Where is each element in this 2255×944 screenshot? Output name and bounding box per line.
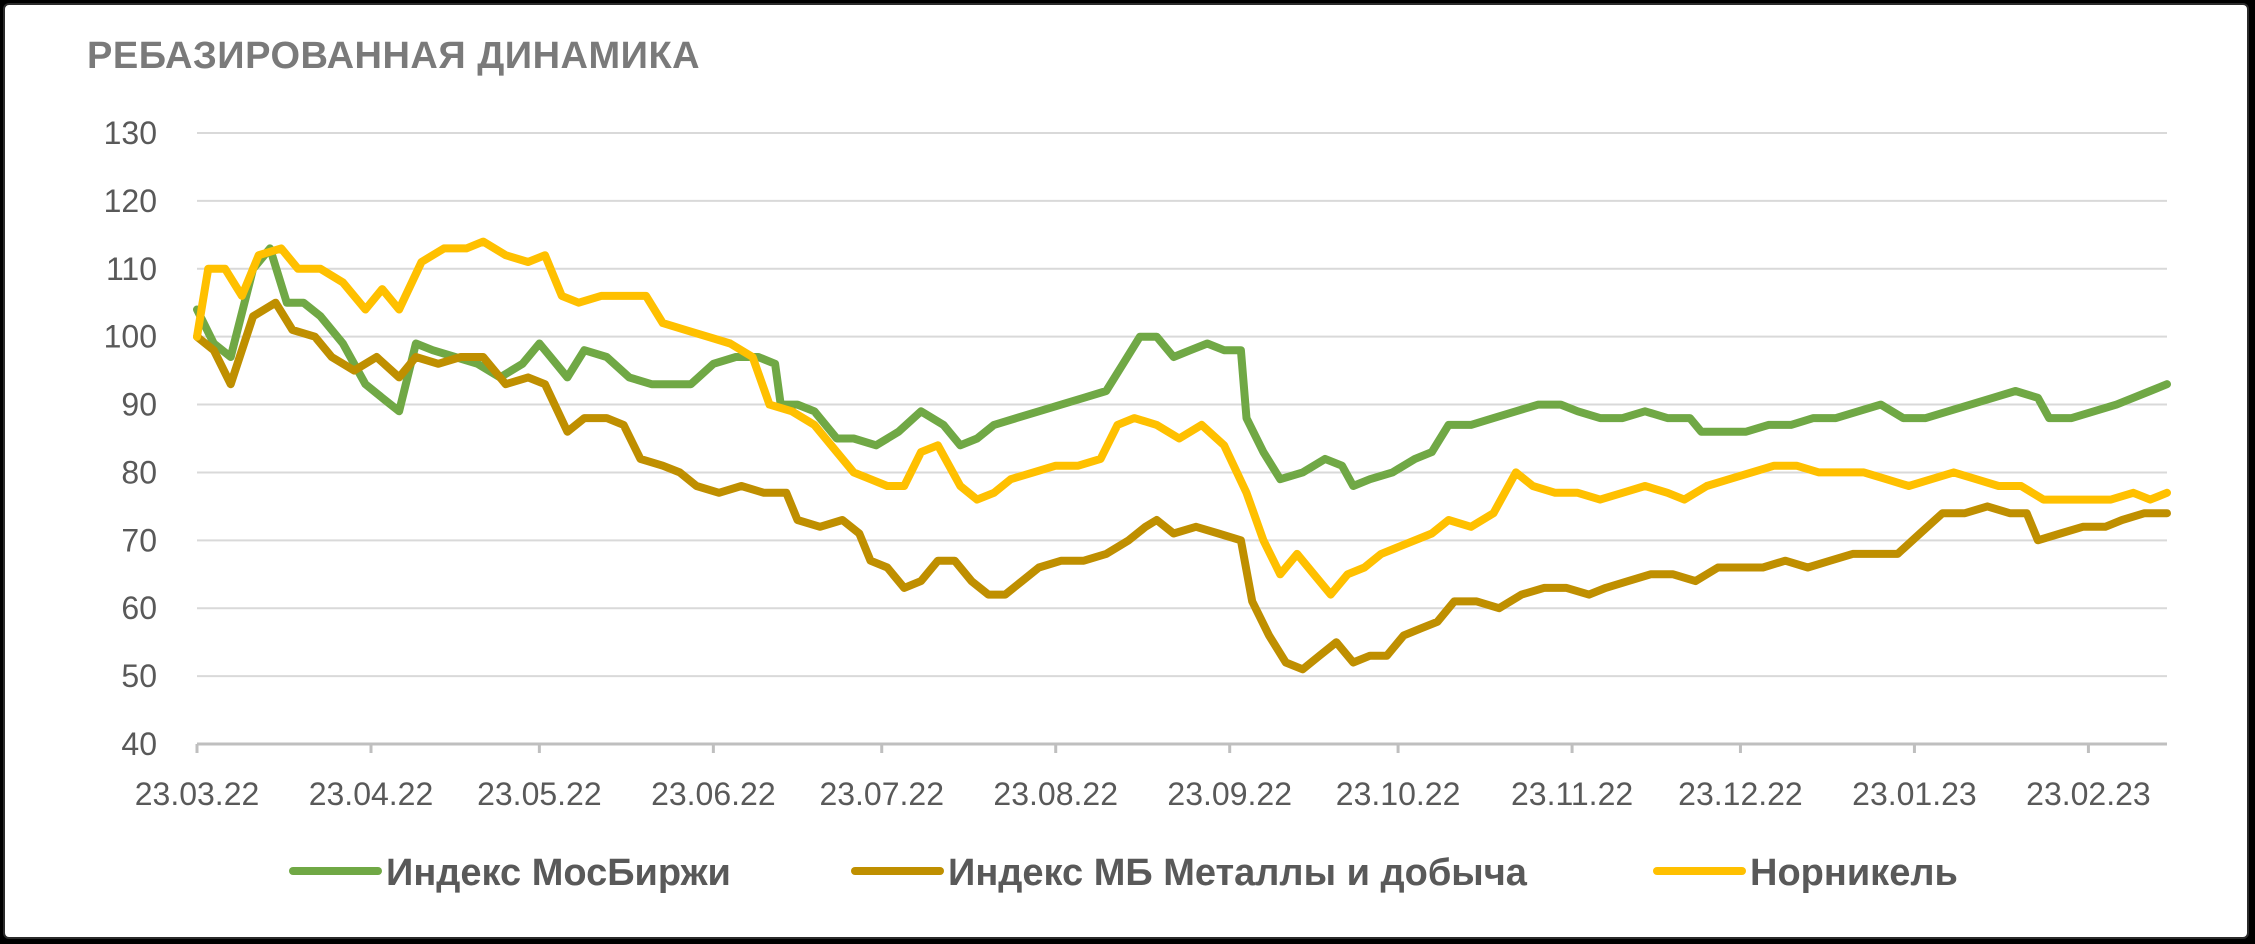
series-line-1 [193,244,2171,490]
x-tick-label: 23.09.22 [1167,776,1292,812]
gridlines [197,132,2167,678]
y-tick-label: 120 [104,183,157,219]
x-axis: 23.03.22 23.04.22 23.05.22 23.06.22 23.07.22… [135,742,2167,812]
chart-card: РЕБАЗИРОВАННАЯ ДИНАМИКА 130 120 110 100 90 80… [3,3,2249,939]
y-tick-label: 80 [121,454,157,490]
y-tick-label: 110 [106,251,157,287]
chart-title: РЕБАЗИРОВАННАЯ ДИНАМИКА [87,35,701,77]
x-tick-label: 23.10.22 [1336,776,1461,812]
series-line-3 [193,237,2171,599]
y-tick-label: 130 [104,115,157,151]
x-tick-label: 23.07.22 [819,776,944,812]
x-tick-label: 23.02.23 [2026,776,2151,812]
x-tick-label: 23.04.22 [309,776,434,812]
y-tick-label: 50 [121,658,157,694]
y-axis-ticks: 130 120 110 100 90 80 70 60 50 40 [104,115,157,762]
y-tick-label: 70 [121,522,157,558]
series-line-2 [193,298,2171,674]
x-tick-label: 23.01.23 [1852,776,1977,812]
y-tick-label: 40 [121,726,157,762]
legend: Индекс МосБиржи Индекс МБ Металлы и добыч… [289,852,1958,894]
legend-label: Норникель [1750,852,1958,894]
x-tick-label: 23.11.22 [1511,776,1633,812]
x-tick-label: 23.12.22 [1678,776,1803,812]
x-tick-label: 23.03.22 [135,776,260,812]
line-chart: 130 120 110 100 90 80 70 60 50 40 23.03.22 23.04.2… [104,115,2171,894]
series-lines [193,237,2171,674]
legend-label: Индекс МБ Металлы и добыча [948,852,1528,894]
y-tick-label: 90 [121,387,157,423]
x-tick-label: 23.08.22 [993,776,1118,812]
legend-label: Индекс МосБиржи [386,852,731,894]
x-tick-label: 23.06.22 [651,776,776,812]
x-tick-label: 23.05.22 [477,776,602,812]
y-tick-label: 100 [104,319,157,355]
y-tick-label: 60 [121,590,157,626]
